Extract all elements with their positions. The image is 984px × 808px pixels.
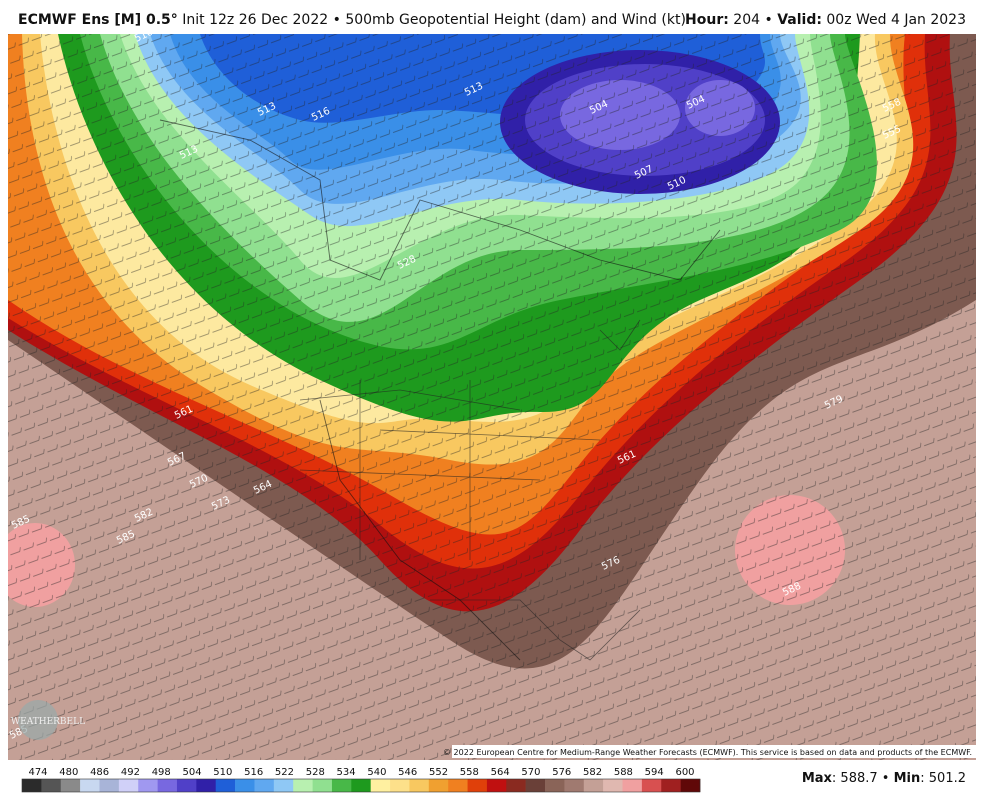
colorbar-label: 582 <box>583 767 602 778</box>
copyright-bg <box>452 745 976 758</box>
min-label: Min <box>893 771 921 786</box>
colorbar-swatch <box>22 779 42 792</box>
colorbar-swatch <box>273 779 294 792</box>
colorbar-swatch <box>80 779 100 792</box>
colorbar-label: 546 <box>398 767 417 778</box>
colorbar-swatch <box>525 779 546 792</box>
product: 500mb Geopotential Height (dam) and Wind… <box>345 12 686 28</box>
colorbar-swatch <box>448 779 468 792</box>
colorbar-label: 564 <box>491 767 510 778</box>
colorbar-swatch <box>506 779 526 792</box>
logo: WEATHERBELL <box>11 717 85 727</box>
colorbar-label: 576 <box>552 767 571 778</box>
colorbar-label: 558 <box>460 767 479 778</box>
colorbar-label: 600 <box>675 767 694 778</box>
colorbar-swatch <box>293 779 313 792</box>
colorbar-swatch <box>390 779 410 792</box>
hour: 204 <box>733 12 761 28</box>
colorbar-label: 474 <box>28 767 47 778</box>
contour-label: 510 <box>133 34 155 45</box>
colorbar-swatch <box>680 779 701 792</box>
colorbar-swatch <box>176 779 197 792</box>
init: Init 12z 26 Dec 2022 <box>182 12 329 28</box>
separator: • <box>881 771 890 786</box>
colorbar-label: 540 <box>367 767 386 778</box>
height-field <box>8 34 976 760</box>
colorbar-swatch <box>118 779 139 792</box>
colorbar: 474 480 486 492 498 504 510 516 522 528 534 540 546 5… <box>21 767 701 793</box>
colorbar-swatch <box>215 779 236 792</box>
colorbar-label: 534 <box>337 767 356 778</box>
header-right: Hour: 204 • Valid: 00z Wed 4 Jan 2023 <box>685 12 966 28</box>
colorbar-swatch <box>235 779 255 792</box>
colorbar-swatch <box>99 779 120 792</box>
header-left: ECMWF Ens [M] 0.5° Init 12z 26 Dec 2022 … <box>18 12 686 28</box>
colorbar-swatch <box>138 779 158 792</box>
separator: • <box>332 12 341 28</box>
colorbar-swatch <box>622 779 643 792</box>
colorbar-swatch <box>564 779 585 792</box>
colorbar-swatch <box>351 779 371 792</box>
colorbar-swatch <box>409 779 430 792</box>
min: : 501.2 <box>920 771 966 786</box>
colorbar-label: 594 <box>645 767 664 778</box>
colorbar-swatch <box>157 779 178 792</box>
max-label: Max <box>801 771 832 786</box>
colorbar-label: 588 <box>614 767 633 778</box>
colorbar-swatch <box>312 779 333 792</box>
model: ECMWF Ens [M] 0.5° <box>18 12 178 28</box>
logo-mark <box>18 700 58 740</box>
colorbar-label: 516 <box>244 767 263 778</box>
colorbar-swatch <box>254 779 275 792</box>
colorbar-swatch <box>41 779 62 792</box>
colorbar-swatch <box>370 779 391 792</box>
colorbar-swatch <box>661 779 681 792</box>
colorbar-swatch <box>486 779 507 792</box>
colorbar-label: 486 <box>90 767 109 778</box>
colorbar-label: 570 <box>521 767 540 778</box>
colorbar-label: 552 <box>429 767 448 778</box>
colorbar-swatch <box>583 779 604 792</box>
colorbar-label: 522 <box>275 767 294 778</box>
colorbar-label: 480 <box>59 767 78 778</box>
colorbar-frame <box>21 778 701 793</box>
colorbar-label: 528 <box>306 767 325 778</box>
footer: Max: 588.7 • Min: 501.2 <box>802 771 966 786</box>
colorbar-label: 492 <box>121 767 140 778</box>
colorbar-swatch <box>467 779 488 792</box>
colorbar-swatch <box>60 779 81 792</box>
hour-label: Hour: <box>685 12 729 28</box>
colorbar-swatch <box>331 779 352 792</box>
colorbar-swatch <box>641 779 662 792</box>
colorbar-swatch <box>603 779 623 792</box>
valid: 00z Wed 4 Jan 2023 <box>826 12 966 28</box>
colorbar-swatch <box>428 779 449 792</box>
colorbar-label: 504 <box>183 767 202 778</box>
separator: • <box>764 12 773 28</box>
valid-label: Valid: <box>777 12 822 28</box>
colorbar-swatch <box>545 779 565 792</box>
colorbar-label: 510 <box>213 767 232 778</box>
colorbar-swatch <box>196 779 217 792</box>
colorbar-label: 498 <box>152 767 171 778</box>
copyright: © 2022 European Centre for Medium-Range … <box>443 748 972 757</box>
max: : 588.7 <box>831 771 878 786</box>
